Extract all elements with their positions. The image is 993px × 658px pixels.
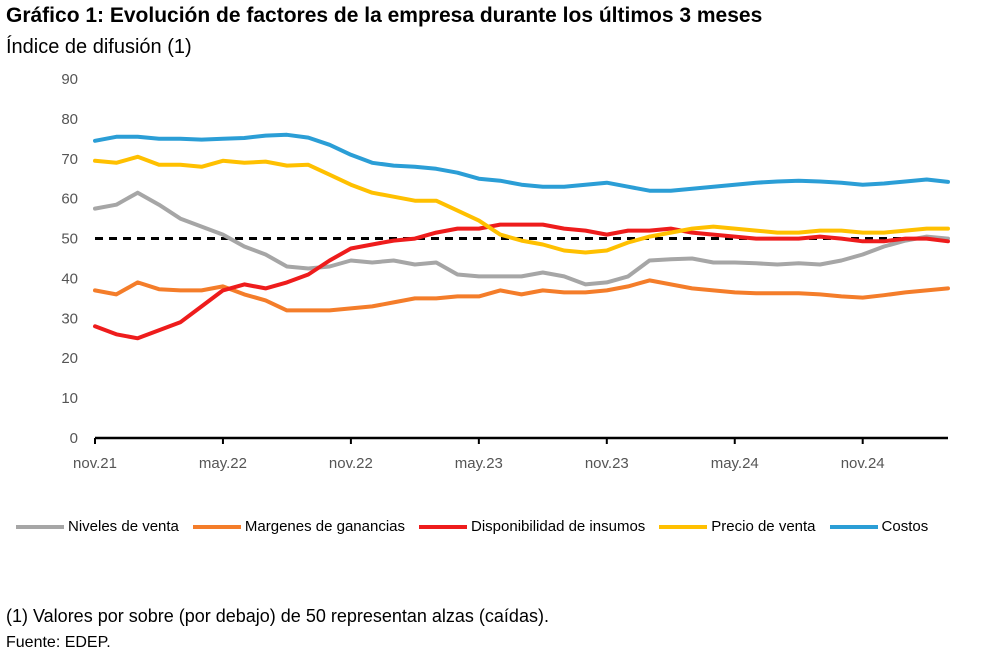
y-tick-label: 10 [61, 390, 78, 407]
series-line-3 [93, 154, 950, 255]
y-tick-label: 20 [61, 350, 78, 367]
legend-label: Margenes de ganancias [244, 518, 406, 535]
series-group [93, 132, 950, 341]
legend-swatch [419, 524, 468, 529]
legend-item: Costos [829, 518, 929, 535]
legend-swatch [192, 524, 241, 529]
legend-label: Niveles de venta [68, 518, 179, 535]
source-note: Fuente: EDEP. [6, 634, 111, 651]
y-tick-label: 80 [61, 111, 78, 128]
x-tick-label: nov.23 [585, 455, 629, 472]
y-tick-label: 30 [61, 310, 78, 327]
footnote: (1) Valores por sobre (por debajo) de 50… [6, 606, 549, 626]
line-chart: 0 10 20 30 40 50 60 70 80 90 nov.21 may.22 nov.22 ma… [61, 71, 950, 472]
legend-label: Costos [881, 518, 929, 535]
x-tick-label: may.22 [199, 455, 247, 472]
y-tick-label: 40 [61, 270, 78, 287]
legend-label: Disponibilidad de insumos [471, 518, 646, 535]
series-line-0 [93, 190, 950, 287]
legend-label: Precio de venta [711, 518, 816, 535]
y-axis-ticks: 0 10 20 30 40 50 60 70 80 90 [61, 71, 78, 447]
chart-title: Gráfico 1: Evolución de factores de la e… [6, 4, 763, 27]
y-tick-label: 90 [61, 71, 78, 88]
legend-swatch [16, 524, 64, 529]
legend-swatch [829, 524, 878, 529]
x-tick-label: nov.24 [841, 455, 885, 472]
x-tick-label: nov.22 [329, 455, 373, 472]
chart-subtitle: Índice de difusión (1) [6, 36, 192, 58]
x-tick-label: may.24 [711, 455, 759, 472]
legend-swatch [659, 524, 708, 529]
series-line-4 [93, 132, 950, 193]
y-tick-label: 60 [61, 191, 78, 208]
chart-legend: Niveles de venta Margenes de ganancias Dis… [16, 518, 942, 535]
series-line-1 [93, 278, 950, 313]
x-tick-label: nov.21 [73, 455, 117, 472]
legend-item: Precio de venta [659, 518, 816, 535]
series-line-2 [93, 222, 950, 341]
y-tick-label: 0 [70, 430, 78, 447]
y-tick-label: 70 [61, 151, 78, 168]
legend-item: Margenes de ganancias [192, 518, 406, 535]
x-axis: nov.21 may.22 nov.22 may.23 nov.23 may.24 nov.… [73, 436, 948, 472]
x-tick-label: may.23 [455, 455, 503, 472]
y-tick-label: 50 [61, 231, 78, 248]
legend-item: Disponibilidad de insumos [419, 518, 645, 535]
legend-item: Niveles de venta [16, 518, 179, 535]
